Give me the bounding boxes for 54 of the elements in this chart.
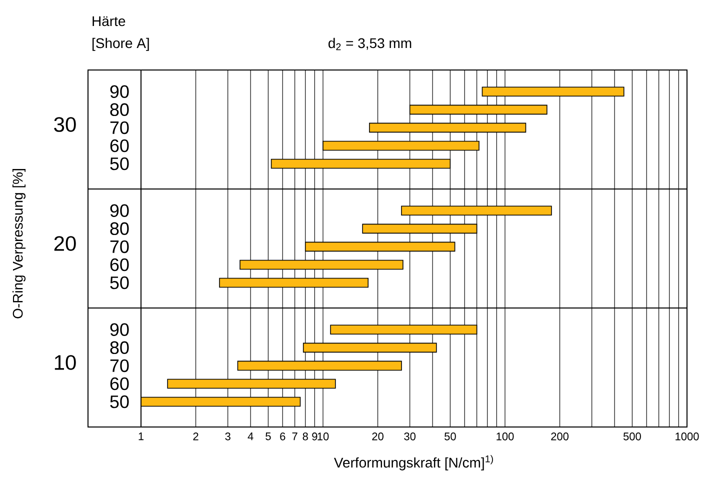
y-tick-label: 70 [110, 240, 129, 254]
x-tick-label: 6 [280, 432, 286, 440]
x-tick-label: 7 [292, 432, 298, 440]
chart-title: d$_{2}$ = 3,53 mm [328, 38, 412, 50]
x-tick-label: 10 [318, 432, 329, 440]
x-tick-label: 200 [551, 432, 569, 440]
bar [409, 104, 548, 115]
bar [167, 378, 336, 389]
x-tick-label: 50 [444, 432, 456, 440]
x-tick-label: 3 [225, 432, 230, 440]
y-tick-label: 50 [110, 395, 129, 408]
x-axis-title: Verformungskraft [N/cm]$^{1)}$ [334, 455, 493, 470]
text: O-Ring Verpressung [%] [12, 169, 26, 318]
x-tick-label: 1 [138, 432, 144, 440]
x-tick-label: 1000 [676, 432, 699, 440]
bar [362, 224, 478, 234]
x-tick-label: 8 [302, 432, 308, 440]
y-tick-label: 70 [110, 359, 129, 372]
bar [330, 324, 478, 335]
bar [482, 86, 624, 97]
x-tick-label: 20 [372, 432, 384, 440]
y-tick-label: 80 [110, 103, 129, 116]
bar [237, 360, 402, 371]
x-tick-label: 100 [496, 432, 514, 440]
x-tick-label: 30 [404, 432, 416, 440]
y-tick-label: 50 [110, 276, 129, 290]
y-tick-label: 70 [110, 121, 129, 134]
bar [219, 278, 369, 288]
bar [270, 158, 451, 169]
y-tick-label: 60 [110, 139, 129, 152]
text: [Shore A] [92, 38, 149, 51]
y-tick-label: 90 [110, 323, 129, 336]
bar [369, 122, 526, 133]
x-tick-label: 9 [312, 432, 318, 440]
bar [240, 260, 404, 270]
y-tick-label: 90 [110, 204, 129, 218]
y-tick-label: 50 [110, 157, 129, 170]
y-axis-title: 20 [54, 236, 76, 251]
x-tick-label: 500 [623, 432, 641, 440]
x-tick-label: 5 [266, 432, 271, 440]
bar [401, 206, 552, 216]
x-tick-label: 4 [248, 432, 254, 440]
bar [304, 242, 456, 252]
bar [322, 140, 480, 151]
y-axis-title: 30 [54, 117, 76, 132]
bar [302, 342, 437, 353]
y-tick-label: 60 [110, 377, 129, 390]
y-tick-label: 60 [110, 258, 129, 272]
y-tick-label: 80 [110, 341, 129, 354]
text: Härte [92, 16, 126, 26]
y-axis-title: 10 [54, 355, 76, 370]
y-tick-label: 80 [110, 222, 129, 236]
x-tick-label: 2 [193, 432, 198, 440]
y-tick-label: 90 [110, 85, 129, 98]
